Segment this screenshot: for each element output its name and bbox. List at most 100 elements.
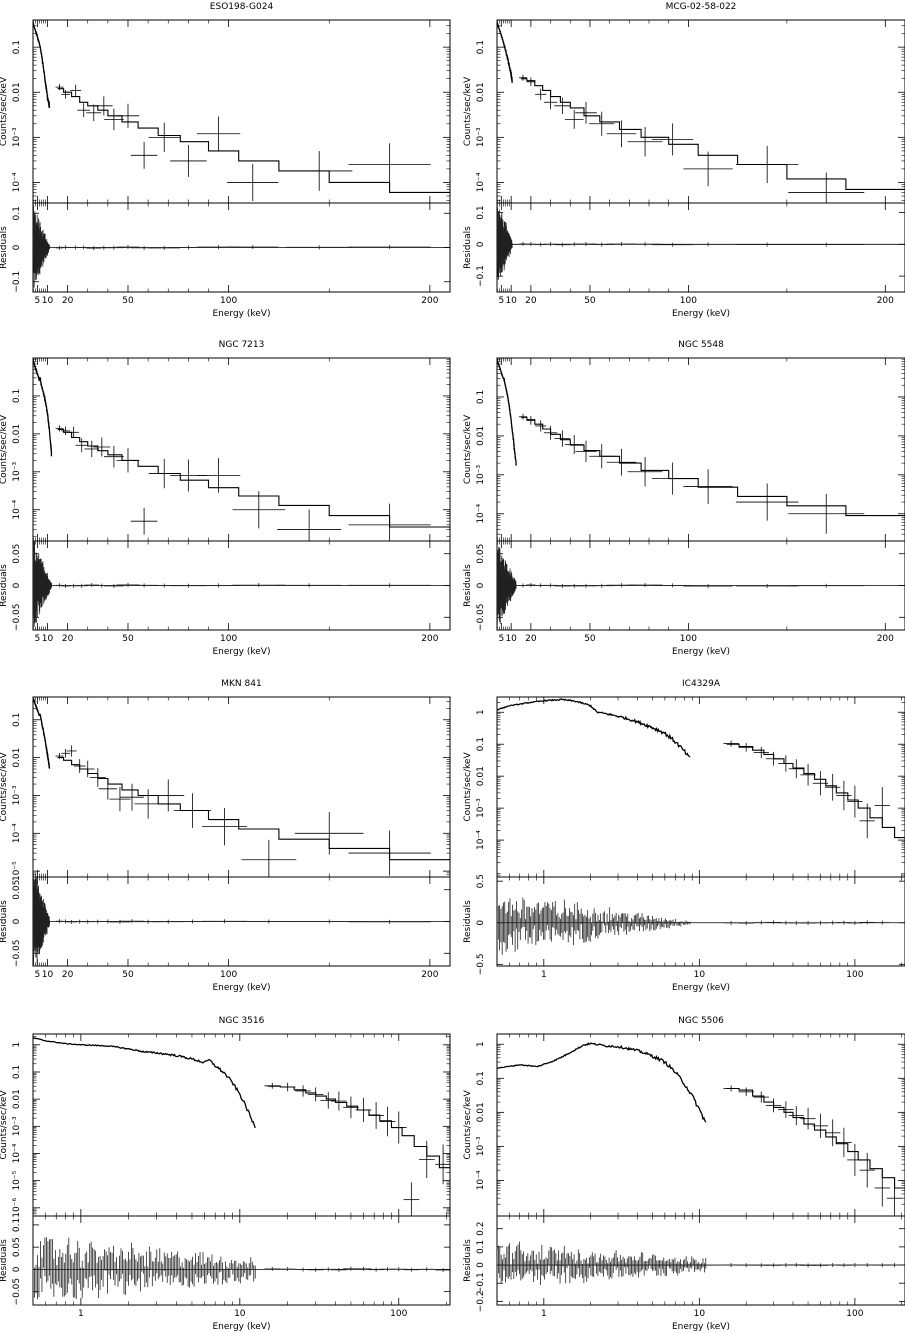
- x-axis-label: Energy (keV): [672, 647, 730, 657]
- x-axis-label: Energy (keV): [213, 983, 271, 993]
- x-tick-label: 10: [505, 634, 517, 644]
- y-tick-label: 10⁻⁴: [12, 823, 22, 843]
- res-tick-label: −0.05: [476, 603, 486, 631]
- res-tick-label: −0.2: [476, 1290, 486, 1312]
- y-tick-label: 10⁻³: [12, 1116, 22, 1136]
- residual-axis-label: Residuals: [0, 226, 9, 269]
- panel-5: MKN 841 0.1 0.01 10⁻³ 10⁻⁴ 10⁻⁵0.05 0 −0.05 Coun…: [0, 679, 451, 993]
- spectrum-frame: [32, 696, 451, 878]
- hard-model-step: [57, 428, 450, 528]
- y-axis-label: Counts/sec/keV: [0, 414, 9, 484]
- x-tick-label: 200: [877, 296, 894, 306]
- y-tick-label: 10⁻⁵: [12, 1170, 22, 1190]
- y-tick-label: 0.01: [12, 748, 22, 768]
- hard-model-step: [726, 1087, 905, 1189]
- y-tick-label: 0.01: [12, 1089, 22, 1109]
- residual-axis-label: Residuals: [463, 226, 473, 269]
- y-tick-label: 10⁻⁴: [476, 830, 486, 850]
- y-tick-label: 10⁻⁶: [12, 1198, 22, 1218]
- res-tick-label: 0.1: [12, 206, 22, 220]
- y-tick-label: 0.01: [476, 82, 486, 102]
- residual-axis-label: Residuals: [463, 900, 473, 943]
- y-axis-label: Counts/sec/keV: [0, 76, 9, 146]
- panel-8: NGC 5506 1 0.1 0.01 10⁻³ 10⁻⁴ 0.2 0.1 0 −0.1−0.2 C…: [463, 1016, 905, 1332]
- x-tick-label: 10: [42, 296, 54, 306]
- spectrum-frame: [496, 19, 905, 204]
- panel-title: NGC 3516: [219, 1016, 265, 1026]
- res-tick-label: −0.1: [12, 271, 22, 293]
- x-tick-label: 50: [122, 634, 134, 644]
- x-tick-label: 20: [62, 634, 74, 644]
- y-tick-label: 10⁻⁴: [476, 1170, 486, 1190]
- x-tick-label: 10: [694, 1309, 706, 1319]
- x-axis-label: Energy (keV): [213, 647, 271, 657]
- res-tick-label: 0: [12, 1266, 22, 1272]
- x-axis-label: Energy (keV): [672, 309, 730, 319]
- x-tick-label: 10: [234, 1309, 246, 1319]
- x-tick-label: 1: [541, 1309, 547, 1319]
- y-tick-label: 0.01: [12, 424, 22, 444]
- x-tick-label: 10: [694, 970, 706, 980]
- spectrum-frame: [32, 19, 451, 204]
- res-tick-label: −0.05: [12, 939, 22, 967]
- x-tick-label: 50: [122, 970, 134, 980]
- res-tick-label: −0.1: [476, 265, 486, 287]
- res-tick-label: 0.05: [12, 880, 22, 900]
- panel-title: MCG-02-58-022: [666, 2, 737, 12]
- x-tick-label: 20: [525, 296, 537, 306]
- y-tick-label: 0.1: [476, 40, 486, 54]
- soft-spectrum-line: [33, 1037, 256, 1129]
- y-axis-label: Counts/sec/keV: [0, 1090, 9, 1160]
- res-tick-label: −0.1: [476, 1272, 486, 1294]
- panel-3: NGC 7213 0.1 0.01 10⁻³ 10⁻⁴ 0.05 0 −0.05 Counts/…: [0, 340, 451, 657]
- panel-6: IC4329A 1 0.1 0.01 10⁻³ 10⁻⁴ 0.5 0 −0.5 Counts/se…: [463, 679, 905, 993]
- y-tick-label: 10⁻³: [12, 462, 22, 482]
- y-tick-label: 10⁻³: [476, 798, 486, 818]
- y-tick-label: 0.1: [12, 713, 22, 727]
- y-tick-label: 1: [476, 709, 486, 715]
- y-tick-label: 10⁻³: [476, 127, 486, 147]
- y-tick-label: 0.01: [476, 1102, 486, 1122]
- y-tick-label: 10⁻⁴: [476, 172, 486, 192]
- res-tick-label: −0.05: [12, 1278, 22, 1306]
- panel-title: MKN 841: [221, 679, 261, 689]
- x-tick-label: 100: [390, 1309, 407, 1319]
- x-tick-label: 200: [421, 296, 438, 306]
- soft-spectrum-line: [497, 22, 513, 83]
- res-tick-label: 0: [476, 920, 486, 926]
- res-tick-label: 0.1: [12, 1218, 22, 1232]
- res-tick-label: 0.2: [476, 1222, 486, 1236]
- x-tick-label: 10: [505, 296, 517, 306]
- x-tick-label: 100: [220, 296, 237, 306]
- y-tick-label: 0.1: [12, 1065, 22, 1079]
- x-tick-label: 100: [846, 970, 863, 980]
- y-axis-label: Counts/sec/keV: [0, 752, 9, 822]
- y-tick-label: 10⁻³: [476, 1136, 486, 1156]
- res-tick-label: 0.1: [476, 1240, 486, 1254]
- res-tick-label: 0: [476, 582, 486, 588]
- x-tick-label: 100: [680, 296, 697, 306]
- residual-axis-label: Residuals: [463, 1239, 473, 1282]
- y-axis-label: Counts/sec/keV: [463, 76, 473, 146]
- x-tick-label: 100: [220, 970, 237, 980]
- res-tick-label: 0: [12, 582, 22, 588]
- panel-title: ESO198-G024: [210, 2, 274, 12]
- soft-spectrum-line: [497, 1042, 707, 1123]
- hard-model-step: [726, 743, 905, 839]
- x-axis-label: Energy (keV): [672, 983, 730, 993]
- x-tick-label: 100: [846, 1309, 863, 1319]
- x-axis-label: Energy (keV): [213, 309, 271, 319]
- panel-title: NGC 7213: [219, 340, 265, 350]
- x-tick-label: 1: [78, 1309, 84, 1319]
- y-tick-label: 10⁻⁴: [12, 1143, 22, 1163]
- spectrum-frame: [496, 1033, 905, 1217]
- x-tick-label: 200: [877, 634, 894, 644]
- panel-title: NGC 5548: [678, 340, 724, 350]
- res-tick-label: 0.1: [476, 205, 486, 219]
- y-tick-label: 10⁻⁵: [12, 861, 22, 881]
- res-tick-label: 0: [12, 244, 22, 250]
- panel-1: ESO198-G024 0.1 0.01 10⁻³ 10⁻⁴ 0.1 0 −0.1 Counts…: [0, 2, 451, 319]
- res-tick-label: −0.05: [12, 603, 22, 631]
- res-tick-label: 0: [476, 241, 486, 247]
- soft-spectrum-line: [497, 360, 517, 466]
